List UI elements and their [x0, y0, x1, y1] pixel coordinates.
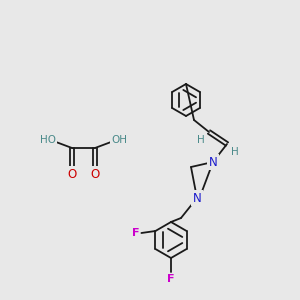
- Text: N: N: [208, 155, 217, 169]
- Text: H: H: [231, 147, 239, 157]
- Text: HO: HO: [40, 135, 56, 145]
- Text: H: H: [197, 135, 205, 145]
- Text: O: O: [68, 167, 76, 181]
- Text: O: O: [90, 167, 100, 181]
- Text: F: F: [132, 228, 139, 238]
- Text: F: F: [167, 274, 175, 284]
- Text: N: N: [193, 191, 201, 205]
- Text: OH: OH: [111, 135, 127, 145]
